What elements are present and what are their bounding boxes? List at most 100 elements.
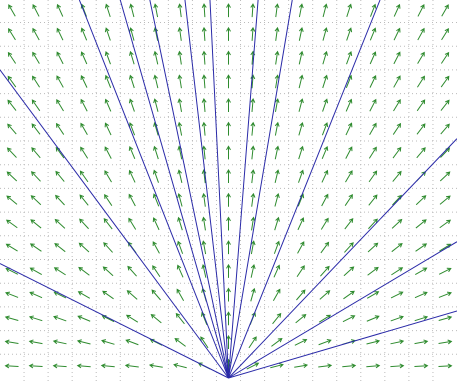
arrow (77, 291, 91, 299)
arrow (416, 75, 425, 88)
arrow (390, 315, 404, 322)
arrow (274, 3, 280, 18)
arrow (274, 50, 280, 65)
arrow (226, 169, 231, 184)
arrow (55, 146, 65, 159)
arrow (201, 240, 207, 255)
arrow (31, 99, 41, 112)
arrow (272, 288, 281, 301)
arrow (369, 51, 377, 65)
arrow (126, 290, 138, 300)
arrow (250, 121, 256, 136)
arrow (128, 122, 136, 136)
arrow (369, 122, 377, 136)
arrow (30, 219, 42, 229)
stream-line (78, 0, 229, 379)
arrow (390, 339, 405, 345)
arrow (104, 98, 112, 112)
arrow (153, 3, 159, 18)
arrow (201, 121, 207, 136)
arrow (250, 145, 256, 160)
arrow (80, 122, 88, 136)
arrow (226, 3, 231, 18)
arrow (101, 315, 115, 323)
arrow (201, 216, 207, 231)
stream-line (228, 0, 259, 379)
arrow (369, 98, 377, 112)
arrow (298, 98, 304, 112)
arrow (7, 75, 17, 88)
arrow (414, 363, 429, 369)
arrow (104, 27, 111, 41)
arrow (298, 121, 304, 136)
arrow (321, 193, 329, 207)
arrow (320, 217, 329, 230)
arrow (127, 265, 137, 277)
arrow (250, 26, 256, 41)
arrow (250, 169, 256, 184)
arrow (272, 312, 282, 325)
arrow (343, 266, 355, 277)
arrow (250, 240, 256, 255)
arrow (153, 50, 159, 65)
arrow (4, 339, 19, 345)
arrow (322, 98, 329, 112)
arrow (226, 97, 231, 112)
arrow (226, 216, 231, 231)
arrow (128, 193, 136, 207)
arrow (31, 123, 41, 135)
arrow (369, 27, 377, 41)
arrow (29, 243, 42, 252)
arrow (152, 169, 159, 183)
arrow (345, 146, 353, 159)
stream-line (184, 0, 229, 379)
arrow (32, 51, 40, 64)
arrow (28, 315, 43, 322)
arrow (152, 241, 160, 254)
arrow (201, 145, 207, 160)
arrow (439, 171, 451, 182)
arrow (298, 74, 304, 89)
arrow (322, 50, 328, 65)
arrow (439, 219, 452, 229)
arrow (128, 98, 135, 112)
arrow (298, 50, 304, 65)
arrow (128, 145, 136, 160)
arrow (104, 122, 112, 136)
arrow (201, 26, 207, 41)
arrow (342, 363, 357, 369)
arrow (440, 99, 450, 111)
arrow (55, 170, 65, 182)
stream-line (149, 0, 229, 379)
arrow (298, 169, 305, 183)
arrow (250, 287, 256, 302)
arrow (56, 75, 64, 88)
arrow (201, 97, 207, 112)
stream-line (0, 263, 229, 379)
arrow (321, 145, 329, 160)
arrow (391, 267, 404, 276)
arrow (391, 243, 403, 253)
stream-line (0, 69, 229, 379)
arrow (415, 243, 428, 252)
arrow (79, 218, 89, 230)
arrow (7, 99, 17, 111)
arrow (438, 291, 452, 298)
arrow (103, 218, 113, 230)
arrow (344, 242, 354, 253)
arrow (176, 288, 185, 301)
arrow (53, 291, 67, 299)
arrow (177, 26, 183, 41)
arrow (440, 123, 450, 135)
arrow (321, 122, 329, 136)
arrow (29, 291, 43, 299)
arrow (78, 266, 90, 276)
arrow (393, 99, 401, 112)
arrow (52, 339, 67, 345)
arrow (390, 291, 404, 299)
arrow (177, 50, 183, 65)
arrow (392, 194, 402, 206)
arrow (393, 3, 401, 17)
arrow (226, 311, 231, 326)
arrow (8, 4, 16, 17)
